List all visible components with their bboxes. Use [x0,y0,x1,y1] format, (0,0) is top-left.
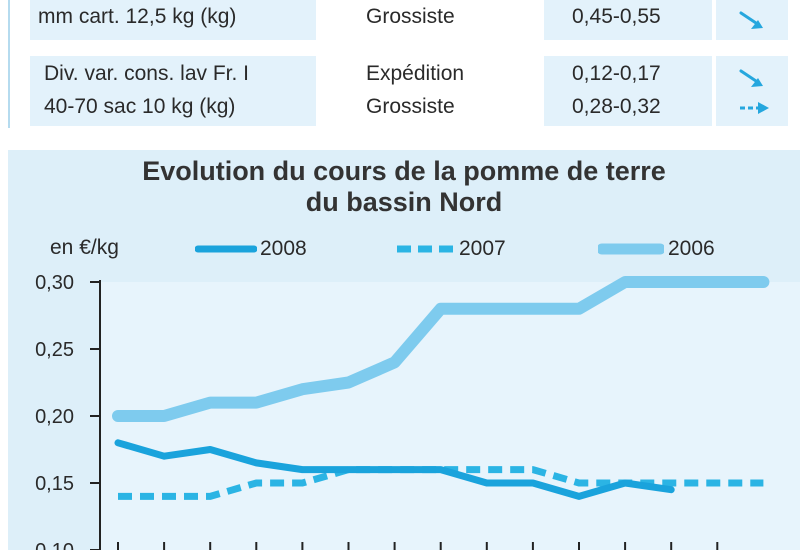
product-cell: 40-70 sac 10 kg (kg) [44,95,236,118]
y-tick-label: 0,15 [35,473,74,495]
price-cell: 0,12-0,17 [572,62,661,85]
legend-label-2006: 2006 [668,237,715,260]
trend-stable-icon [740,102,769,114]
stage-cell: Expédition [366,62,465,85]
y-tick-label: 0,25 [35,339,74,361]
product-cell: Div. var. cons. lav Fr. I [44,62,249,85]
stage-cell: Grossiste [366,95,455,118]
legend-swatch-2008 [195,245,257,253]
price-cell: 0,28-0,32 [572,95,661,118]
price-cell: 0,45-0,55 [572,5,661,28]
row-band [716,56,788,126]
row-band [544,56,712,126]
legend-item-2006: 2006 [598,232,748,266]
y-tick-label: 0,10 [35,540,74,550]
stage-cell: Grossiste [366,5,455,28]
row-band [30,56,316,126]
legend-swatch-2006 [598,243,664,255]
legend-label-2008: 2008 [260,237,307,260]
y-unit-label: en €/kg [50,236,119,259]
price-table: mm cart. 12,5 kg (kg) Grossiste 0,45-0,5… [0,0,800,132]
legend-item-2007: 2007 [395,232,545,266]
chart-title-line: Evolution du cours de la pomme de terre [142,156,666,186]
legend-label-2007: 2007 [459,237,506,260]
legend-item-2008: 2008 [195,232,345,266]
chart-title: Evolution du cours de la pomme de terre … [8,156,800,218]
chart-title-line: du bassin Nord [305,187,503,217]
series-line-2006 [112,276,770,422]
row-band [544,0,712,40]
series-line-2008 [114,439,675,500]
trend-down-icon [739,69,763,87]
plot-area [100,282,800,550]
table-left-rule [8,0,10,128]
legend-swatch-2007 [397,245,455,253]
product-cell: mm cart. 12,5 kg (kg) [38,5,237,28]
y-tick-label: 0,20 [35,406,74,428]
row-band [30,0,316,40]
y-tick-label: 0,30 [35,272,74,294]
trend-down-icon [739,11,763,29]
